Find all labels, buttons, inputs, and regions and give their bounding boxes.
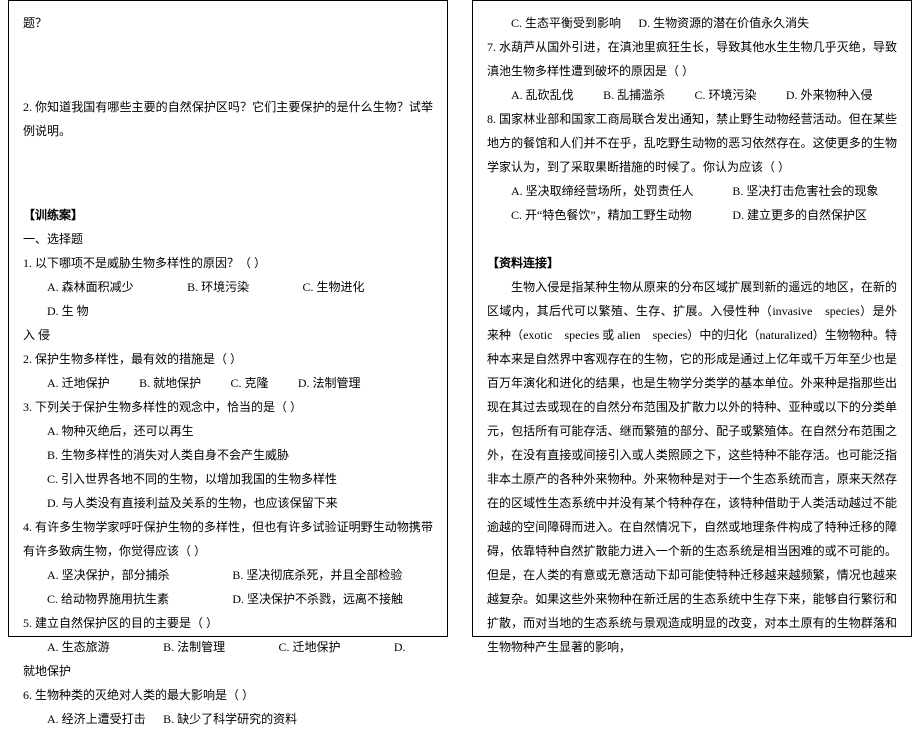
q3-opt-c: C. 引入世界各地不同的生物，以增加我国的生物多样性 [23,467,433,491]
q8-opt-a: A. 坚决取缔经营场所，处罚责任人 [511,179,715,203]
q2-opt-a: A. 迁地保护 [47,371,110,395]
q6-options-row2: C. 生态平衡受到影响 D. 生物资源的潜在价值永久消失 [487,11,897,35]
q3-stem: 3. 下列关于保护生物多样性的观念中，恰当的是（ ） [23,395,433,419]
q2-options: A. 迁地保护 B. 就地保护 C. 克隆 D. 法制管理 [23,371,433,395]
q1-opt-d-cont: 入 侵 [23,323,433,347]
q3-opt-d: D. 与人类没有直接利益及关系的生物，也应该保留下来 [23,491,433,515]
q5-opt-b: B. 法制管理 [163,635,225,659]
q8-opt-d: D. 建立更多的自然保护区 [732,203,867,227]
q4-options-row1: A. 坚决保护，部分捕杀 B. 坚决彻底杀死，并且全部检验 [23,563,433,587]
q6-options-row1: A. 经济上遭受打击 B. 缺少了科学研究的资料 [23,707,433,731]
q6-opt-d: D. 生物资源的潜在价值永久消失 [638,11,809,35]
blank-space-3 [487,227,897,251]
q3-opt-a: A. 物种灭绝后，还可以再生 [23,419,433,443]
q4-opt-b: B. 坚决彻底杀死，并且全部检验 [232,563,402,587]
q6-stem: 6. 生物种类的灭绝对人类的最大影响是（ ） [23,683,433,707]
link-section-head: 【资料连接】 [487,251,897,275]
q2-opt-d: D. 法制管理 [298,371,361,395]
q1-stem: 1. 以下哪项不是威胁生物多样性的原因？（ ） [23,251,433,275]
q1-opt-d: D. 生 物 [47,299,89,323]
left-intro-cont: 题？ [23,11,433,35]
training-section-head: 【训练案】 [23,203,433,227]
q7-options: A. 乱砍乱伐 B. 乱捕滥杀 C. 环境污染 D. 外来物种入侵 [487,83,897,107]
right-column: C. 生态平衡受到影响 D. 生物资源的潜在价值永久消失 7. 水葫芦从国外引进… [472,0,912,637]
q7-opt-c: C. 环境污染 [694,83,756,107]
q4-opt-a: A. 坚决保护，部分捕杀 [47,563,215,587]
q8-options-row1: A. 坚决取缔经营场所，处罚责任人 B. 坚决打击危害社会的现象 [487,179,897,203]
section-a-head: 一、选择题 [23,227,433,251]
q5-options: A. 生态旅游 B. 法制管理 C. 迁地保护 D. [23,635,433,659]
q8-opt-b: B. 坚决打击危害社会的现象 [732,179,878,203]
q3-opt-b: B. 生物多样性的消失对人类自身不会产生威胁 [23,443,433,467]
q5-opt-d: D. [394,635,406,659]
q5-opt-c: C. 迁地保护 [278,635,340,659]
q4-options-row2: C. 给动物界施用抗生素 D. 坚决保护不杀戮，远离不接触 [23,587,433,611]
q6-opt-c: C. 生态平衡受到影响 [511,11,621,35]
q2-opt-c: C. 克隆 [230,371,268,395]
q4-opt-d: D. 坚决保护不杀戮，远离不接触 [232,587,403,611]
q5-stem: 5. 建立自然保护区的目的主要是（ ） [23,611,433,635]
q4-stem: 4. 有许多生物学家呼吁保护生物的多样性，但也有许多试验证明野生动物携带有许多致… [23,515,433,563]
q1-opt-b: B. 环境污染 [187,275,249,299]
q1-options: A. 森林面积减少 B. 环境污染 C. 生物进化 D. 生 物 [23,275,433,323]
q2-stem: 2. 保护生物多样性，最有效的措施是（ ） [23,347,433,371]
blank-space-2 [23,143,433,203]
left-column: 题？ 2. 你知道我国有哪些主要的自然保护区吗？它们主要保护的是什么生物？试举例… [8,0,448,637]
q7-opt-b: B. 乱捕滥杀 [603,83,665,107]
q5-opt-d-cont: 就地保护 [23,659,433,683]
q8-opt-c: C. 开“特色餐饮”，精加工野生动物 [511,203,715,227]
passage-body: 生物入侵是指某种生物从原来的分布区域扩展到新的遥远的地区，在新的区域内，其后代可… [487,275,897,659]
q6-opt-b: B. 缺少了科学研究的资料 [163,707,297,731]
q5-opt-a: A. 生态旅游 [47,635,110,659]
left-q2-prompt: 2. 你知道我国有哪些主要的自然保护区吗？它们主要保护的是什么生物？试举例说明。 [23,95,433,143]
blank-space-1 [23,35,433,95]
q7-stem: 7. 水葫芦从国外引进，在滇池里疯狂生长，导致其他水生生物几乎灭绝，导致滇池生物… [487,35,897,83]
q7-opt-a: A. 乱砍乱伐 [511,83,574,107]
q1-opt-c: C. 生物进化 [302,275,364,299]
q4-opt-c: C. 给动物界施用抗生素 [47,587,215,611]
q8-options-row2: C. 开“特色餐饮”，精加工野生动物 D. 建立更多的自然保护区 [487,203,897,227]
q8-stem: 8. 国家林业部和国家工商局联合发出通知，禁止野生动物经营活动。但在某些地方的餐… [487,107,897,179]
q2-opt-b: B. 就地保护 [139,371,201,395]
q7-opt-d: D. 外来物种入侵 [786,83,873,107]
q1-opt-a: A. 森林面积减少 [47,275,134,299]
q6-opt-a: A. 经济上遭受打击 [47,707,146,731]
